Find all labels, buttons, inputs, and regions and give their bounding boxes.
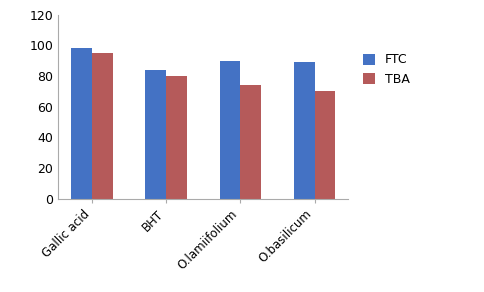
Bar <box>92 53 113 199</box>
Bar <box>241 85 261 199</box>
Bar <box>166 76 187 199</box>
Legend: FTC, TBA: FTC, TBA <box>358 48 415 91</box>
Bar <box>294 62 315 199</box>
Bar <box>71 48 92 199</box>
Bar <box>315 91 335 199</box>
Bar <box>220 60 241 199</box>
Bar <box>145 70 166 199</box>
